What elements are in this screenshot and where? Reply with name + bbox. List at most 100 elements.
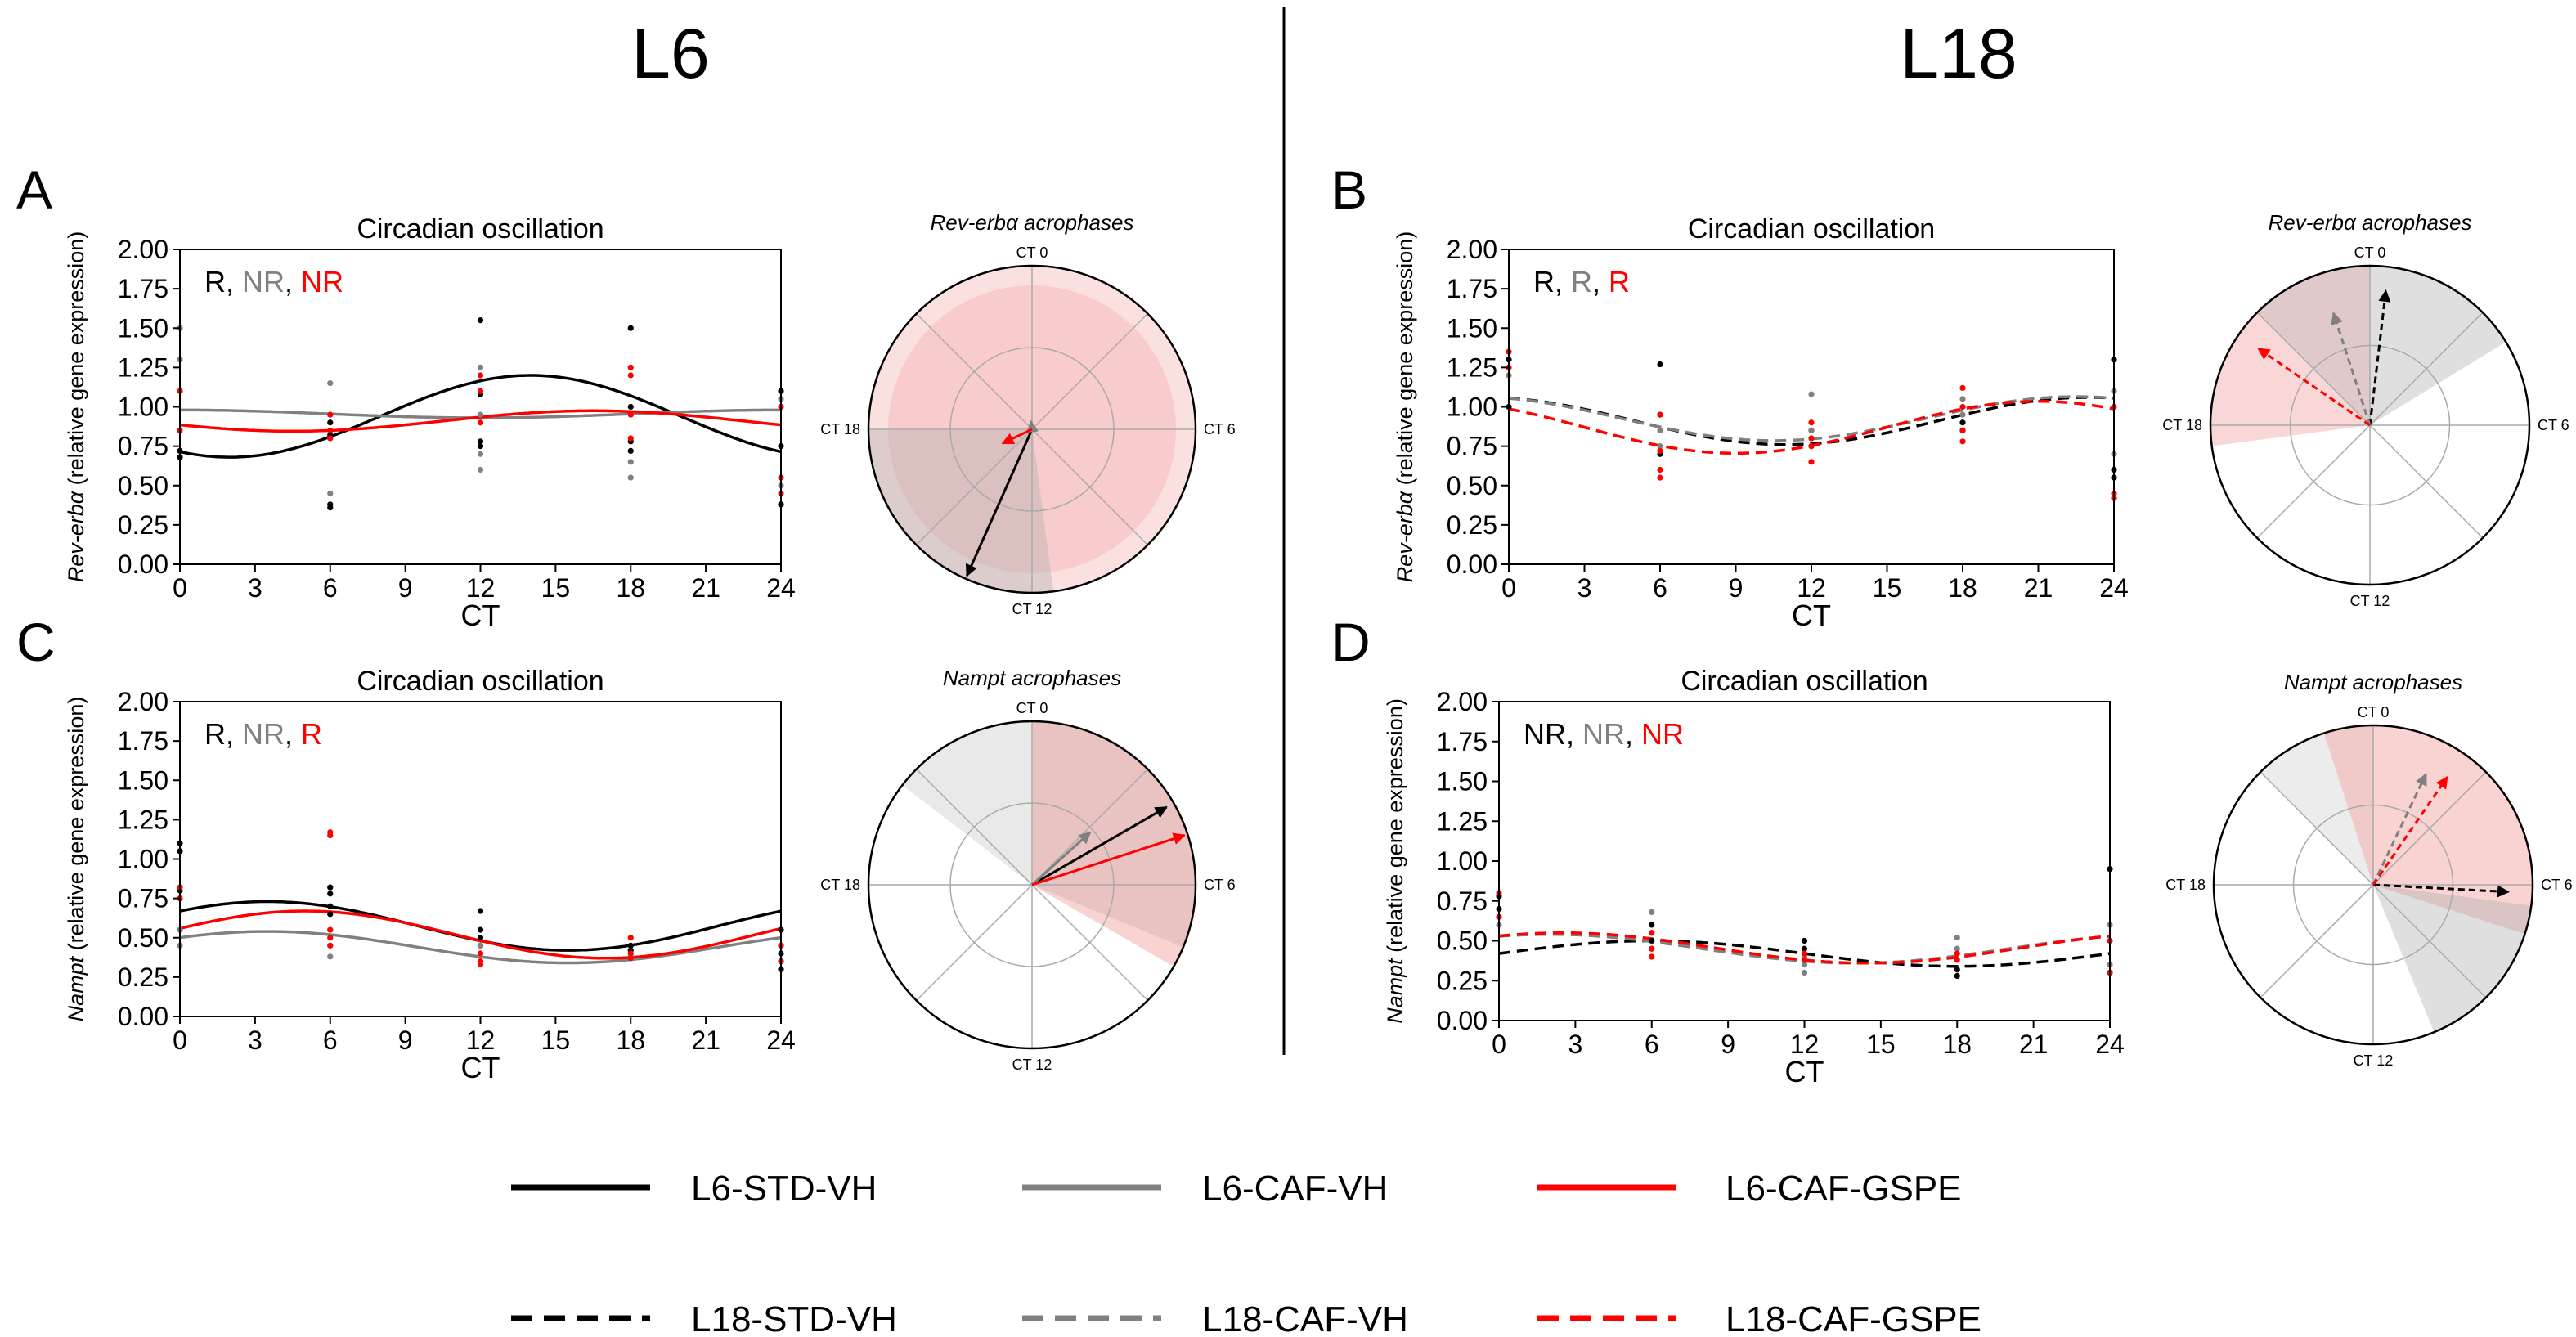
y-axis-label-unit: (relative gene expression) <box>64 231 88 491</box>
data-point-l6-std-vh <box>627 447 634 455</box>
data-point-l18-std-vh <box>1954 967 1960 973</box>
x-tick-label: 15 <box>1866 1030 1896 1059</box>
polar-grid-spoke <box>1031 884 1148 1001</box>
y-tick-label: 2.00 <box>118 235 168 264</box>
data-point-l18-std-vh <box>1801 937 1808 944</box>
x-axis-label: CT <box>1785 1055 1824 1088</box>
rhythmicity-r: R <box>1609 265 1630 298</box>
data-point-l18-caf-gspe <box>1959 438 1966 445</box>
polar-grid-spoke <box>1031 313 1148 430</box>
chart-panel-c: Circadian oscillation 0 3 6 9 12 15 18 21 24 0.00 0… <box>64 666 796 1084</box>
polar-grid-spoke <box>2369 312 2484 426</box>
polar-grid-spoke <box>2372 884 2487 998</box>
polar-label-right: CT 6 <box>2541 877 2573 893</box>
x-tick-label: 6 <box>323 573 338 603</box>
y-tick-label: 0.50 <box>1447 471 1497 500</box>
data-point-l6-std-vh <box>477 908 484 914</box>
acrophase-arrow-l18-caf-gspe <box>2372 775 2448 886</box>
data-point-l18-caf-vh <box>1808 391 1815 397</box>
panel-letter-c: C <box>16 612 56 672</box>
acrophase-arrow-l6-caf-vh <box>1026 419 1039 433</box>
acrophase-arrow-l18-caf-gspe <box>2257 347 2371 427</box>
rhythmicity-separator: , <box>285 265 301 298</box>
polar-title: Rev-erbα acrophases <box>931 210 1134 235</box>
legend-label: L6-CAF-GSPE <box>1726 1169 1962 1209</box>
legend-label: L18-CAF-GSPE <box>1726 1299 1981 1337</box>
polar-panel-b: Rev-erbα acrophases CT 0 CT 12 CT 6 CT 18 <box>2162 210 2569 609</box>
polar-title: Nampt acrophases <box>2284 670 2462 694</box>
x-tick-label: 24 <box>2095 1030 2125 1059</box>
y-tick-label: 0.25 <box>118 510 168 540</box>
x-tick-label: 0 <box>173 1025 187 1055</box>
polar-grid-spoke <box>2369 424 2484 539</box>
x-tick-label: 3 <box>1568 1030 1582 1059</box>
data-point-l18-caf-gspe <box>1657 447 1663 455</box>
polar-wedge <box>2373 885 2532 1033</box>
polar-grid-spoke <box>2260 884 2374 998</box>
polar-grid-spoke <box>916 428 1033 545</box>
data-point-l18-std-vh <box>1657 361 1663 368</box>
polar-wedge <box>902 721 1032 885</box>
rhythmicity-annotation: R, NR, R <box>204 717 322 751</box>
x-tick-label: 12 <box>466 1025 496 1055</box>
legend-label: L18-CAF-VH <box>1202 1299 1408 1337</box>
data-point-l18-caf-gspe <box>1657 411 1663 418</box>
x-tick-label: 0 <box>173 573 187 603</box>
rhythmicity-annotation: NR, NR, NR <box>1524 717 1684 751</box>
y-tick-label: 0.75 <box>1437 886 1488 916</box>
data-point-l18-std-vh <box>1959 419 1966 426</box>
legend-item-l6-caf-vh: L6-CAF-VH <box>1022 1169 1388 1209</box>
data-point-l18-caf-gspe <box>1959 427 1966 433</box>
y-axis-label-gene: Nampt <box>64 955 88 1021</box>
data-point-l6-caf-gspe <box>627 372 634 379</box>
polar-label-top: CT 0 <box>1016 245 1048 261</box>
data-point-l18-std-vh <box>1954 972 1960 979</box>
data-point-l6-caf-gspe <box>327 411 334 418</box>
data-point-l6-caf-vh <box>327 490 334 496</box>
y-axis-label: Rev-erbα (relative gene expression) <box>64 231 88 583</box>
polar-outer-circle <box>867 264 1197 594</box>
y-tick-label: 1.50 <box>118 313 168 343</box>
rhythmicity-separator: , <box>1566 717 1582 751</box>
legend-item-l18-caf-vh: L18-CAF-VH <box>1022 1299 1408 1337</box>
y-tick-label: 1.00 <box>1447 393 1497 422</box>
legend-item-l18-caf-gspe: L18-CAF-GSPE <box>1537 1299 1981 1337</box>
chart-title: Circadian oscillation <box>1688 213 1935 245</box>
rhythmicity-nr: NR <box>1641 717 1684 751</box>
data-point-l18-caf-gspe <box>1649 930 1655 936</box>
rhythmicity-separator: , <box>226 265 242 298</box>
polar-grid-spoke <box>2256 312 2371 426</box>
panel-letter-d: D <box>1331 612 1371 672</box>
x-tick-label: 3 <box>248 1025 263 1055</box>
data-point-l18-caf-vh <box>1959 411 1966 418</box>
legend: L6-STD-VH L6-CAF-VH L6-CAF-GSPE L18-STD-… <box>511 1169 1981 1337</box>
data-point-l6-caf-vh <box>627 474 634 481</box>
rhythmicity-separator: , <box>226 717 242 751</box>
data-point-l18-std-vh <box>1649 922 1655 928</box>
chart-panel-d: Circadian oscillation 0 3 6 9 12 15 18 21 24 0.00 0… <box>1383 666 2125 1088</box>
x-tick-label: 18 <box>1948 573 1977 603</box>
x-tick-label: 15 <box>541 1025 571 1055</box>
polar-panel-c: Nampt acrophases CT 0 CT 12 CT 6 CT 18 <box>820 666 1235 1073</box>
y-tick-label: 1.25 <box>1447 352 1497 382</box>
polar-label-left: CT 18 <box>820 877 860 893</box>
legend-label: L18-STD-VH <box>691 1299 897 1337</box>
data-point-l18-caf-vh <box>1801 969 1808 976</box>
polar-wedge <box>2257 265 2370 425</box>
y-tick-label: 0.25 <box>1437 966 1488 995</box>
y-tick-label: 0.50 <box>1437 926 1488 956</box>
data-point-l18-caf-gspe <box>1954 950 1960 957</box>
rhythmicity-annotation: R, R, R <box>1533 265 1630 298</box>
rhythmicity-separator: , <box>1592 265 1609 298</box>
data-point-l18-caf-gspe <box>1808 419 1815 426</box>
y-axis-label-gene: Nampt <box>1383 958 1407 1024</box>
data-point-l6-caf-gspe <box>477 372 484 379</box>
group-title-left: L6 <box>631 15 710 93</box>
x-tick-label: 3 <box>248 573 263 603</box>
data-point-l6-caf-gspe <box>627 364 634 370</box>
x-tick-label: 21 <box>2019 1030 2049 1059</box>
y-tick-label: 1.75 <box>118 726 168 756</box>
y-axis-label-unit: (relative gene expression) <box>1393 231 1417 491</box>
data-point-l6-caf-vh <box>627 459 634 465</box>
data-point-l6-caf-gspe <box>327 435 334 442</box>
